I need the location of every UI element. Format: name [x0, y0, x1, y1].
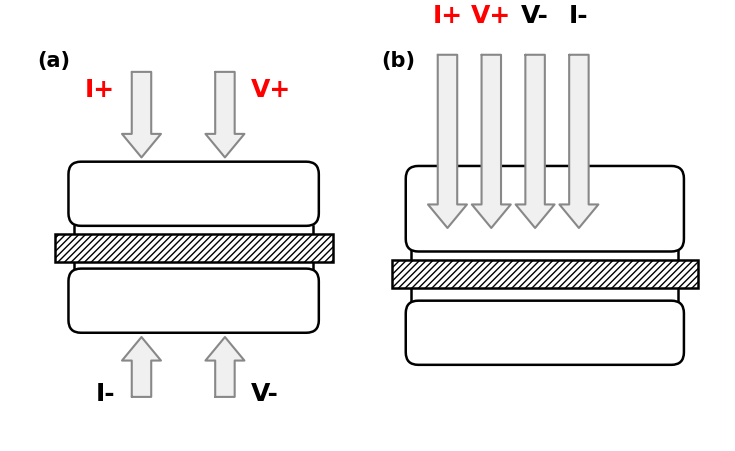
Polygon shape	[559, 205, 598, 229]
FancyBboxPatch shape	[68, 162, 319, 226]
Text: (b): (b)	[381, 51, 415, 71]
Polygon shape	[206, 134, 245, 158]
Bar	[215, 361, 234, 397]
Bar	[526, 55, 545, 205]
Text: I-: I-	[96, 381, 115, 405]
Bar	[438, 55, 457, 205]
Polygon shape	[122, 134, 161, 158]
Bar	[569, 55, 589, 205]
Bar	[481, 55, 501, 205]
Bar	[215, 73, 234, 134]
Text: V+: V+	[251, 78, 292, 102]
Text: I+: I+	[85, 78, 115, 102]
Polygon shape	[516, 205, 555, 229]
FancyBboxPatch shape	[406, 301, 684, 365]
Text: I+: I+	[432, 4, 462, 28]
Polygon shape	[206, 337, 245, 361]
Text: V-: V-	[251, 381, 279, 405]
Text: (a): (a)	[37, 51, 70, 71]
Bar	[132, 361, 151, 397]
Text: V-: V-	[521, 4, 549, 28]
Polygon shape	[428, 205, 467, 229]
Text: V+: V+	[471, 4, 512, 28]
Bar	[132, 73, 151, 134]
FancyBboxPatch shape	[406, 166, 684, 252]
Polygon shape	[122, 337, 161, 361]
Bar	[392, 261, 698, 288]
Text: I-: I-	[569, 4, 589, 28]
FancyBboxPatch shape	[68, 269, 319, 333]
Bar	[54, 235, 333, 262]
Polygon shape	[472, 205, 511, 229]
